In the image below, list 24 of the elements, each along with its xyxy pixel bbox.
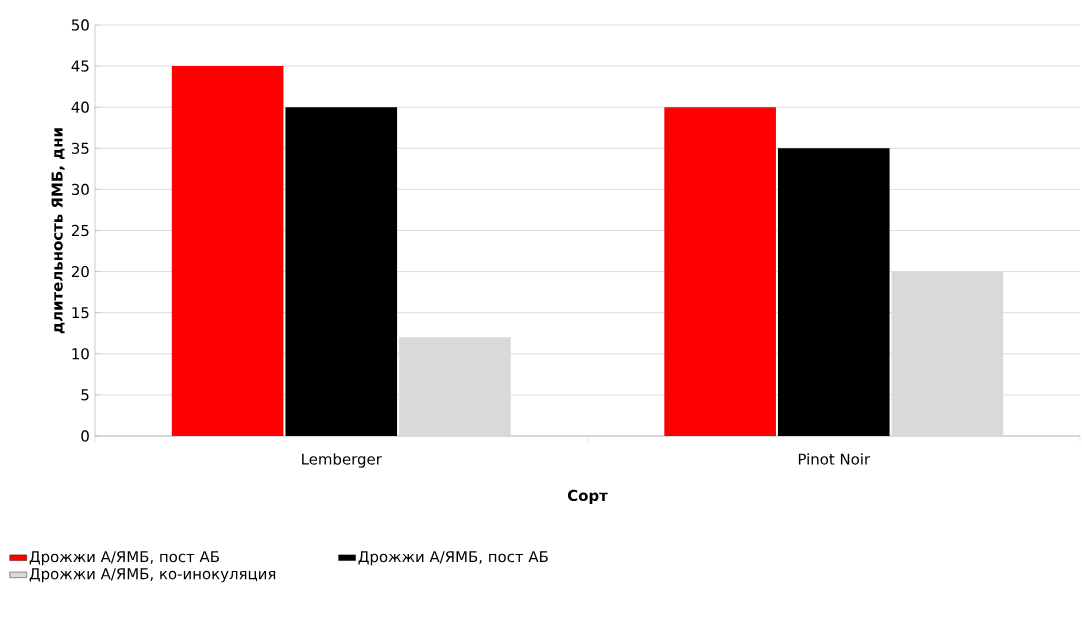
y-tick-label: 0 [81,430,89,442]
y-tick-label: 15 [72,307,89,319]
legend-label: Дрожжи A/ЯМБ, пост АБ [358,551,548,566]
y-tick-label: 35 [71,142,89,154]
bar [171,66,284,436]
bar [664,107,776,436]
bar [891,271,1004,436]
y-tick-label: 30 [71,183,89,196]
x-axis-title: Сорт [567,489,608,504]
x-tick-label: Pinot Noir [798,453,871,465]
y-tick-label: 45 [71,60,89,72]
bar [777,148,890,436]
y-tick-label: 10 [72,348,89,360]
bar [399,337,511,436]
y-tick-label: 40 [71,101,89,113]
y-tick-label: 50 [71,19,89,31]
y-tick-label: 25 [71,224,89,237]
legend-label: Дрожжи A/ЯМБ, пост АБ [29,551,219,566]
y-tick-label: 5 [81,389,89,401]
y-axis-title: длительность ЯМБ, дни [51,128,65,334]
y-tick-label: 20 [71,265,89,278]
bar [285,107,398,436]
legend-label: Дрожжи A/ЯМБ, ко-инокуляция [29,568,276,583]
x-tick-label: Lemberger [302,453,382,468]
